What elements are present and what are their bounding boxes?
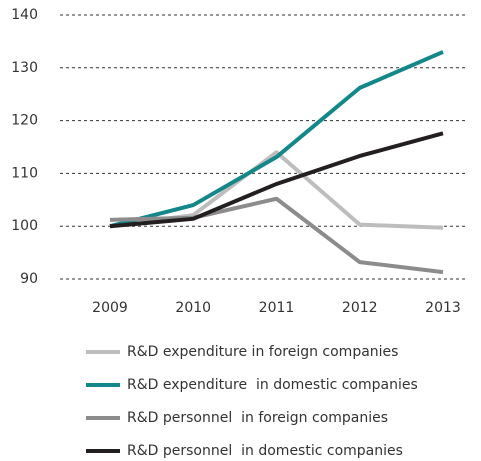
line-series [109, 131, 444, 229]
x-tick-label: 2013 [425, 300, 461, 316]
y-tick-label: 90 [20, 271, 38, 287]
legend-label: R&D personnel in domestic companies [127, 443, 403, 459]
y-tick-label: 130 [11, 60, 38, 76]
y-tick-label: 100 [11, 218, 38, 234]
y-tick-label: 140 [11, 7, 38, 23]
legend-label: R&D personnel in foreign companies [127, 410, 388, 426]
x-tick-label: 2011 [259, 300, 295, 316]
y-tick-label: 110 [11, 165, 38, 181]
line-series [109, 150, 444, 230]
line-series [109, 196, 444, 275]
y-tick-label: 120 [11, 113, 38, 129]
legend-label: R&D expenditure in domestic companies [127, 377, 418, 393]
legend-label: R&D expenditure in foreign companies [127, 344, 398, 360]
x-tick-label: 2012 [342, 300, 378, 316]
x-tick-label: 2009 [92, 300, 128, 316]
line-series [109, 50, 444, 229]
x-tick-label: 2010 [175, 300, 211, 316]
